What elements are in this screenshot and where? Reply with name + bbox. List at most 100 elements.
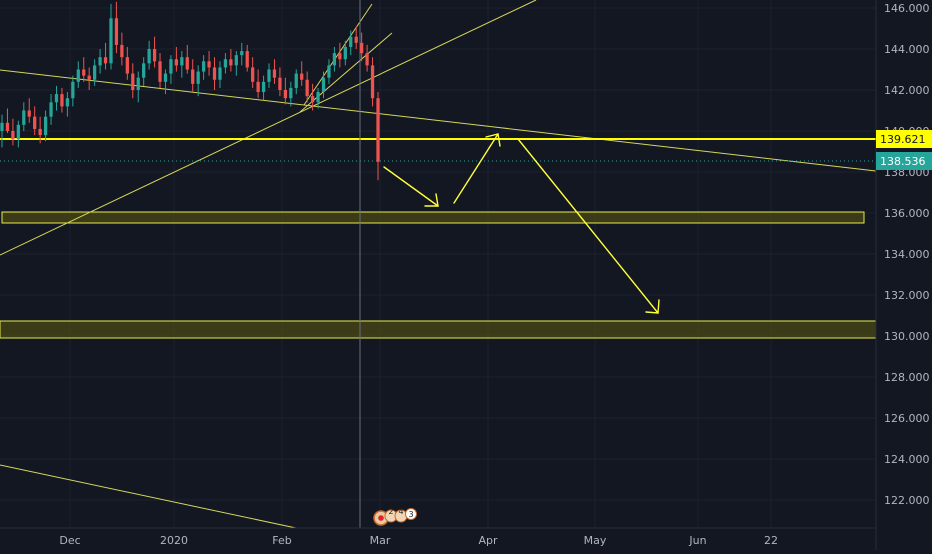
candle (158, 53, 162, 88)
price-axis[interactable]: 122.000 124.000 126.000 128.000 130.000 132.0… (884, 2, 930, 507)
candle-body (109, 18, 113, 64)
candle (343, 40, 347, 66)
y-tick-label: 146.000 (884, 2, 930, 15)
candle (147, 40, 151, 70)
candle-body (49, 102, 53, 117)
candle-body (218, 67, 222, 80)
y-tick-label: 126.000 (884, 412, 930, 425)
candle (16, 120, 20, 148)
candle (93, 59, 97, 86)
candle (49, 94, 53, 125)
candle-body (272, 69, 277, 78)
resistance-price-label: 139.621 (876, 130, 932, 148)
candle-body (11, 131, 15, 140)
candle (0, 114, 4, 148)
candle (65, 92, 70, 117)
candle (321, 71, 326, 99)
candle-body (87, 75, 91, 80)
last-price-label-text: 138.536 (880, 155, 926, 168)
candle-body (76, 69, 80, 82)
candle (267, 63, 271, 88)
candle (256, 69, 260, 99)
candle (196, 65, 200, 97)
x-tick-label: 22 (764, 534, 778, 547)
candle (11, 118, 15, 146)
candle-body (114, 18, 119, 45)
candle (22, 102, 26, 131)
candle-body (300, 73, 304, 80)
candle-body (131, 73, 135, 90)
candle (71, 75, 75, 107)
candle (27, 98, 31, 123)
candle (327, 59, 331, 84)
time-axis[interactable]: Dec 2020 Feb Mar Apr May Jun 22 (59, 534, 778, 547)
event-count-4: 4 (398, 507, 403, 516)
x-tick-label: Jun (688, 534, 706, 547)
candle-body (327, 65, 331, 78)
candle (305, 71, 309, 103)
event-markers[interactable]: 2 4 3 (373, 507, 417, 526)
candle-body (103, 57, 108, 64)
candle-body (142, 63, 146, 78)
candle (33, 106, 37, 136)
candle-body (349, 36, 353, 47)
y-tick-label: 142.000 (884, 84, 930, 97)
candle-body (163, 73, 168, 82)
candle-body (360, 42, 364, 54)
candle-body (229, 59, 233, 66)
candle (185, 44, 189, 74)
event-count-3: 3 (408, 510, 413, 519)
candle-body (212, 67, 217, 80)
lower-descending-trendline[interactable] (0, 464, 297, 529)
candle-body (201, 61, 206, 72)
arrowhead-down-2 (645, 299, 660, 314)
channel-upper-trendline[interactable] (303, 3, 373, 106)
candle (103, 42, 108, 70)
candle (229, 49, 233, 72)
candle-body (0, 122, 4, 131)
candle-body (54, 94, 59, 103)
candle-body (174, 59, 179, 66)
candle-body (343, 46, 347, 60)
candle-body (289, 87, 293, 99)
arrow-down-1 (383, 166, 439, 207)
candlestick-series (0, 1, 380, 181)
candle (370, 57, 375, 107)
candle-body (223, 59, 228, 68)
candle (283, 77, 287, 105)
candle (245, 44, 249, 72)
candle-body (245, 51, 249, 68)
candle-body (283, 90, 287, 99)
candle (120, 32, 124, 66)
candle (142, 57, 146, 86)
x-tick-label: Dec (59, 534, 80, 547)
long-ascending-trendline[interactable] (0, 0, 537, 256)
channel-lower-trendline[interactable] (299, 32, 393, 113)
trendlines (0, 0, 877, 529)
support-zone-130[interactable] (0, 320, 877, 339)
y-tick-label: 122.000 (884, 494, 930, 507)
descending-trendline[interactable] (0, 69, 877, 172)
candle-body (251, 67, 255, 82)
event-marker-3[interactable] (405, 508, 417, 520)
candle-body (16, 124, 20, 140)
support-zone-136[interactable] (1, 211, 865, 224)
candle (87, 67, 91, 90)
candle (365, 44, 369, 72)
candle (174, 46, 179, 72)
candle-body (93, 65, 97, 80)
candle-body (60, 94, 64, 107)
y-tick-label: 130.000 (884, 330, 930, 343)
candle-body (305, 79, 309, 97)
candle-body (98, 57, 102, 66)
candle-body (332, 53, 337, 66)
x-tick-label: Feb (272, 534, 291, 547)
candle-body (27, 110, 31, 117)
candle (316, 87, 320, 109)
candle (201, 55, 206, 80)
candle (191, 59, 195, 93)
candle (207, 51, 211, 76)
